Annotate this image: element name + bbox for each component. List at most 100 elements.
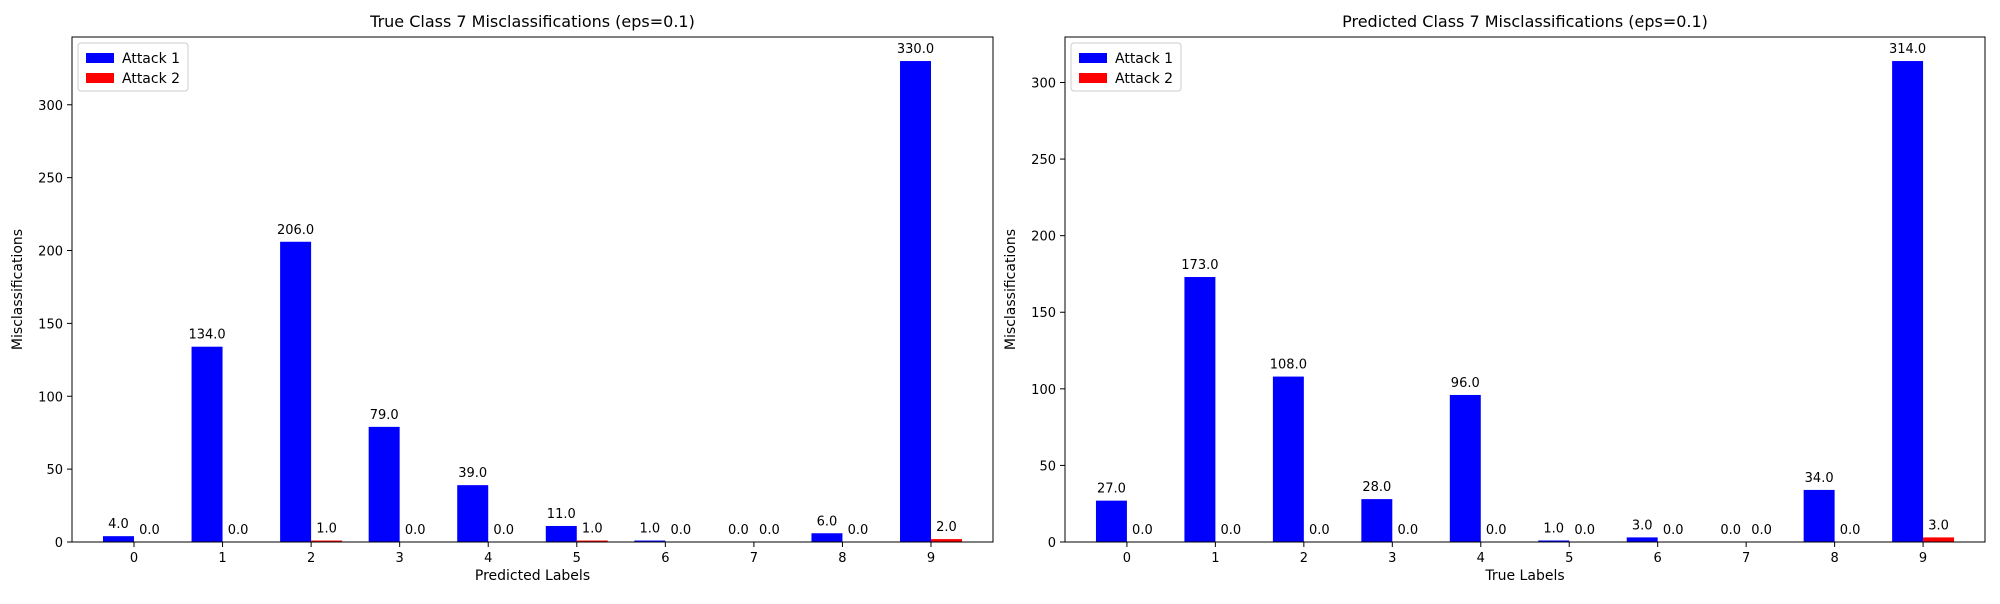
legend-swatch-1	[1079, 53, 1107, 63]
y-tick-label: 150	[38, 317, 63, 332]
bar-value-label: 39.0	[458, 466, 487, 481]
bar-attack-1-4	[457, 485, 489, 542]
x-tick-label: 1	[218, 551, 226, 566]
y-tick-label: 300	[38, 99, 63, 114]
x-tick-label: 7	[750, 551, 758, 566]
bar-value-label: 0.0	[405, 523, 426, 538]
bar-value-label: 0.0	[228, 523, 249, 538]
x-tick-label: 4	[484, 551, 492, 566]
bar-value-label: 0.0	[1221, 523, 1242, 538]
bar-value-label: 0.0	[1309, 523, 1330, 538]
x-tick-label: 0	[130, 551, 138, 566]
bar-value-label: 34.0	[1805, 471, 1834, 486]
bar-value-label: 3.0	[1632, 518, 1653, 533]
y-tick-label: 0	[1048, 536, 1056, 551]
x-tick-label: 2	[1300, 551, 1308, 566]
bar-value-label: 0.0	[1720, 523, 1741, 538]
bar-value-label: 6.0	[817, 514, 838, 529]
bar-value-label: 1.0	[1543, 521, 1564, 536]
bar-value-label: 0.0	[1663, 523, 1684, 538]
bar-attack-1-1	[1184, 277, 1216, 542]
bar-attack-1-9	[900, 61, 932, 543]
y-axis-label: Misclassifications	[1003, 229, 1019, 350]
bar-attack-1-1	[191, 346, 223, 542]
bar-attack-1-0	[102, 536, 134, 542]
x-tick-label: 9	[1919, 551, 1927, 566]
bar-value-label: 2.0	[936, 520, 957, 535]
bar-attack-1-6	[1626, 537, 1658, 542]
y-tick-label: 150	[1031, 306, 1056, 321]
bar-value-label: 0.0	[848, 523, 869, 538]
bar-value-label: 134.0	[188, 328, 225, 343]
bar-attack-2-9	[1923, 537, 1955, 542]
bar-attack-2-5	[576, 540, 608, 542]
bar-value-label: 96.0	[1451, 376, 1480, 391]
plot-frame	[71, 36, 994, 543]
bar-value-label: 0.0	[139, 523, 160, 538]
legend-entry-1: Attack 1	[1115, 51, 1173, 67]
bar-attack-1-8	[811, 533, 843, 542]
bar-value-label: 0.0	[493, 523, 514, 538]
bar-value-label: 1.0	[316, 522, 337, 537]
y-axis-label: Misclassifications	[10, 229, 26, 350]
chart-1: True Class 7 Misclassifications (eps=0.1…	[10, 12, 994, 584]
bar-value-label: 108.0	[1270, 358, 1307, 373]
bar-value-label: 0.0	[728, 523, 749, 538]
bar-attack-1-2	[1272, 376, 1304, 542]
legend-entry-1: Attack 1	[122, 51, 180, 67]
bar-value-label: 4.0	[108, 517, 129, 532]
x-tick-label: 3	[396, 551, 404, 566]
y-tick-label: 100	[38, 390, 63, 405]
x-tick-label: 5	[1565, 551, 1573, 566]
bar-value-label: 11.0	[547, 507, 576, 522]
x-tick-label: 9	[927, 551, 935, 566]
y-tick-label: 0	[55, 536, 63, 551]
x-axis-label: True Labels	[1484, 568, 1564, 584]
bar-value-label: 27.0	[1097, 482, 1126, 497]
bar-value-label: 314.0	[1889, 42, 1926, 57]
x-tick-label: 0	[1123, 551, 1131, 566]
bar-attack-1-0	[1095, 500, 1127, 542]
x-tick-label: 1	[1211, 551, 1219, 566]
bar-value-label: 173.0	[1181, 258, 1218, 273]
bar-value-label: 206.0	[277, 223, 314, 238]
bar-attack-1-6	[634, 540, 666, 542]
chart-title: True Class 7 Misclassifications (eps=0.1…	[369, 12, 695, 31]
x-tick-label: 6	[1654, 551, 1662, 566]
legend-swatch-2	[86, 73, 114, 83]
bar-value-label: 330.0	[897, 42, 934, 57]
y-tick-label: 250	[38, 172, 63, 187]
bar-value-label: 3.0	[1928, 518, 1949, 533]
legend-swatch-1	[86, 53, 114, 63]
y-tick-label: 250	[1031, 153, 1056, 168]
x-tick-label: 3	[1388, 551, 1396, 566]
bar-value-label: 0.0	[1751, 523, 1772, 538]
chart-title: Predicted Class 7 Misclassifications (ep…	[1342, 12, 1708, 31]
x-tick-label: 4	[1477, 551, 1485, 566]
y-tick-label: 100	[1031, 383, 1056, 398]
y-tick-label: 50	[1039, 459, 1056, 474]
bar-value-label: 0.0	[1132, 523, 1153, 538]
bar-attack-2-9	[931, 539, 963, 542]
y-tick-label: 200	[1031, 230, 1056, 245]
legend-entry-2: Attack 2	[1115, 71, 1173, 87]
legend-entry-2: Attack 2	[122, 71, 180, 87]
chart-2: Predicted Class 7 Misclassifications (ep…	[1003, 12, 1986, 584]
bar-value-label: 0.0	[670, 523, 691, 538]
legend-swatch-2	[1079, 73, 1107, 83]
bar-attack-1-2	[280, 241, 312, 543]
bar-value-label: 0.0	[759, 523, 780, 538]
x-tick-label: 2	[307, 551, 315, 566]
x-tick-label: 5	[573, 551, 581, 566]
bar-attack-1-3	[1361, 499, 1393, 542]
bar-value-label: 0.0	[1574, 523, 1595, 538]
x-tick-label: 6	[661, 551, 669, 566]
x-tick-label: 8	[1830, 551, 1838, 566]
bar-value-label: 1.0	[582, 522, 603, 537]
bar-attack-1-5	[545, 525, 577, 542]
bar-attack-1-4	[1449, 394, 1481, 542]
y-tick-label: 50	[46, 463, 63, 478]
x-tick-label: 7	[1742, 551, 1750, 566]
